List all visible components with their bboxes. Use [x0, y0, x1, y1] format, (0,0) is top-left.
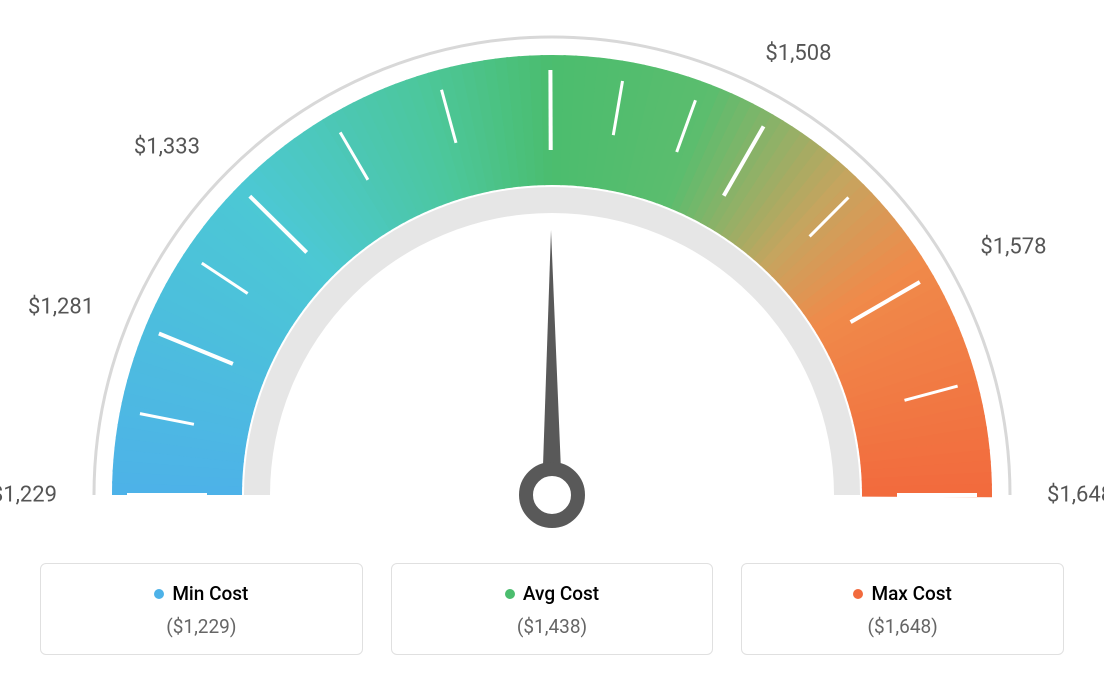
summary-cards: Min Cost ($1,229) Avg Cost ($1,438) Max …	[40, 563, 1064, 655]
min-dot-icon	[154, 589, 164, 599]
avg-cost-card: Avg Cost ($1,438)	[391, 563, 714, 655]
min-cost-value: ($1,229)	[51, 615, 352, 638]
min-cost-title-text: Min Cost	[172, 582, 248, 605]
min-cost-title: Min Cost	[51, 582, 352, 605]
gauge-chart-container: $1,229$1,281$1,333$1,438$1,508$1,578$1,6…	[0, 0, 1104, 690]
tick-label: $1,281	[28, 294, 94, 319]
max-cost-value: ($1,648)	[752, 615, 1053, 638]
max-cost-card: Max Cost ($1,648)	[741, 563, 1064, 655]
max-dot-icon	[853, 589, 863, 599]
avg-cost-title: Avg Cost	[402, 582, 703, 605]
avg-dot-icon	[505, 589, 515, 599]
avg-cost-title-text: Avg Cost	[523, 582, 599, 605]
tick-label: $1,229	[0, 483, 57, 508]
tick-label: $1,333	[134, 134, 200, 159]
max-cost-title: Max Cost	[752, 582, 1053, 605]
max-cost-title-text: Max Cost	[871, 582, 951, 605]
avg-cost-value: ($1,438)	[402, 615, 703, 638]
tick-label: $1,648	[1047, 483, 1104, 508]
gauge-area: $1,229$1,281$1,333$1,438$1,508$1,578$1,6…	[0, 0, 1104, 540]
gauge-svg	[0, 0, 1104, 540]
min-cost-card: Min Cost ($1,229)	[40, 563, 363, 655]
tick-label: $1,508	[765, 41, 831, 66]
tick-label: $1,578	[980, 234, 1046, 259]
